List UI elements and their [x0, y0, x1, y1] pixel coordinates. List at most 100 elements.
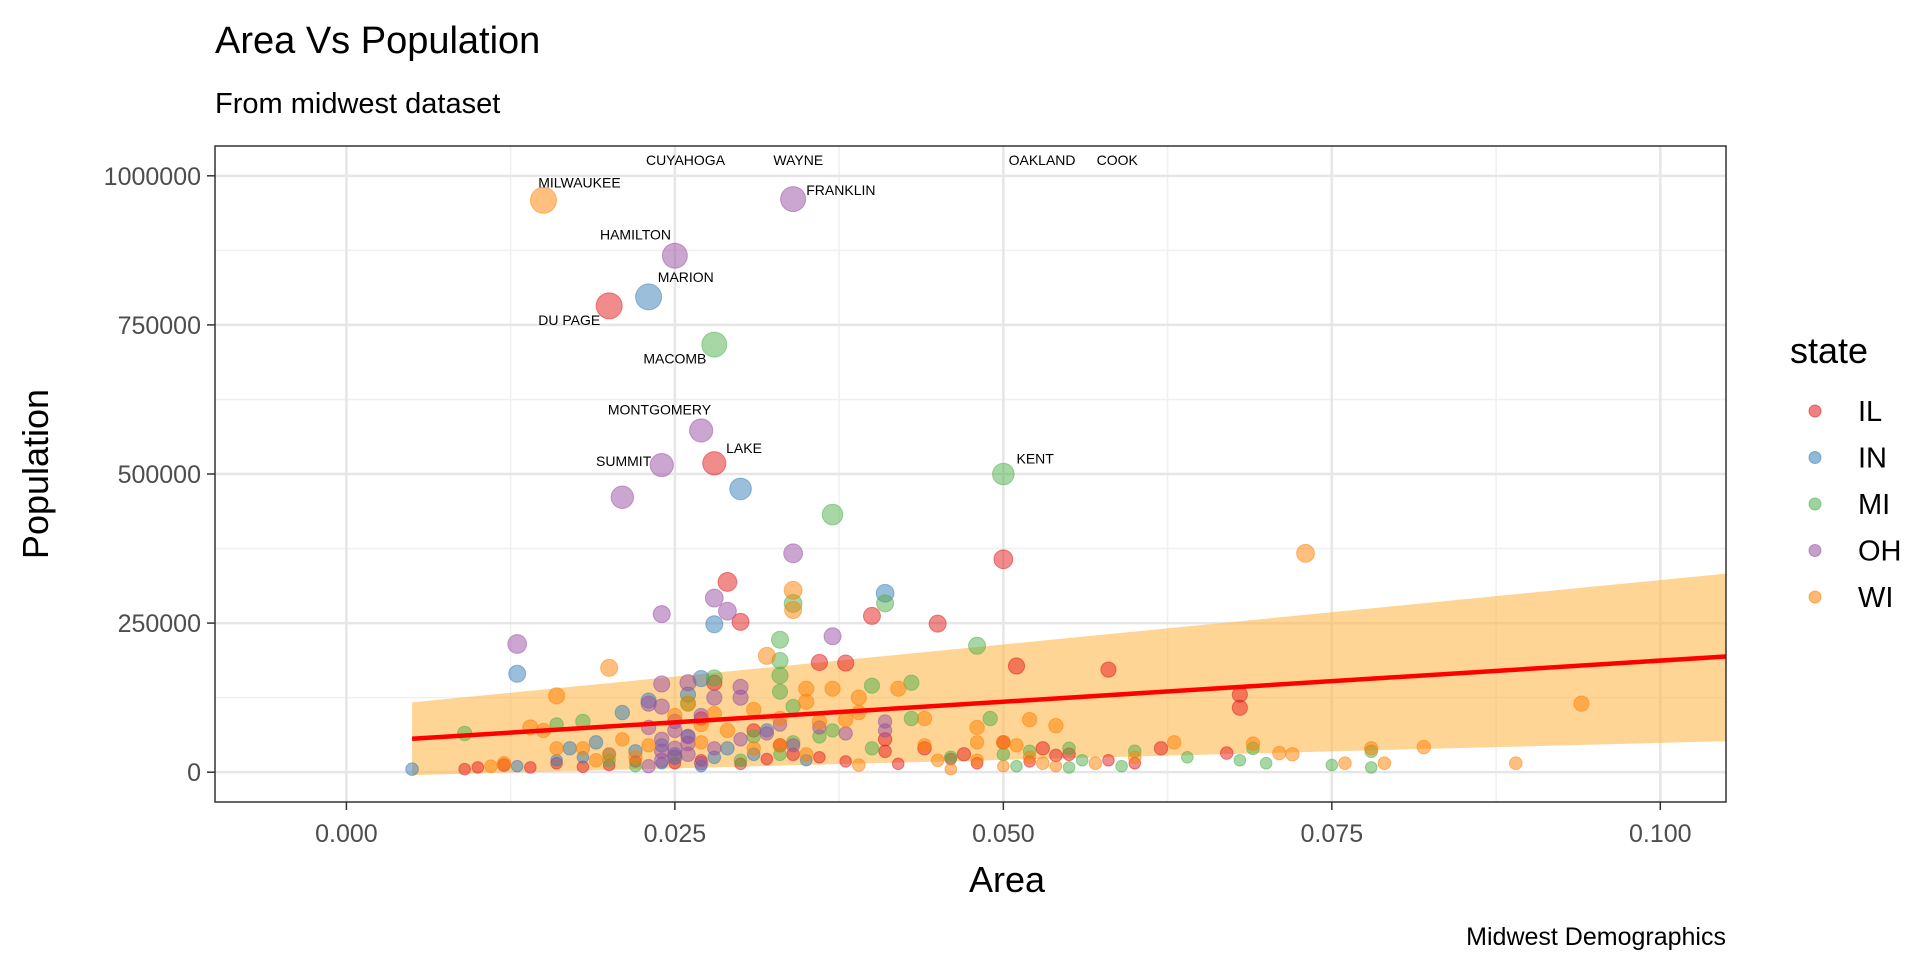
scatter-point-il — [839, 755, 852, 768]
scatter-point-oh — [838, 726, 853, 741]
scatter-point-oh — [652, 605, 671, 624]
scatter-point-oh — [706, 689, 723, 706]
point-label: COOK — [1097, 152, 1139, 168]
scatter-point-wi — [496, 756, 512, 771]
scatter-point-wi — [783, 580, 803, 600]
scatter-point-oh — [759, 726, 775, 741]
legend-key-in — [1808, 451, 1822, 464]
scatter-point-wi — [484, 759, 498, 774]
scatter-point-wi — [1049, 759, 1063, 773]
scatter-point-il — [810, 653, 829, 672]
scatter-point-il — [717, 572, 738, 592]
scatter-point-oh — [654, 752, 670, 768]
chart-title: Area Vs Population — [215, 20, 540, 62]
scatter-point-il — [1102, 753, 1115, 767]
scatter-point-il — [1219, 746, 1234, 760]
point-label: FRANKLIN — [806, 182, 875, 198]
scatter-point-wi — [641, 738, 656, 753]
scatter-point-il — [471, 761, 485, 774]
scatter-point-mi — [1010, 759, 1023, 773]
scatter-point-oh — [704, 588, 724, 608]
scatter-point-mi — [876, 594, 895, 613]
legend-title: state — [1790, 330, 1868, 371]
scatter-point-oh — [661, 242, 688, 269]
y-tick-label: 0 — [187, 759, 201, 787]
scatter-point-wi — [601, 747, 617, 762]
scatter-point-oh — [693, 756, 709, 771]
scatter-point-wi — [970, 753, 984, 768]
legend-label-in: IN — [1858, 443, 1887, 475]
scatter-point-wi — [1088, 756, 1103, 771]
scatter-point-wi — [1245, 736, 1261, 751]
scatter-point-wi — [1338, 756, 1352, 771]
scatter-point-il — [878, 744, 892, 759]
scatter-point-il — [837, 654, 855, 672]
scatter-point-wi — [1377, 756, 1392, 771]
point-label: WAYNE — [773, 152, 823, 168]
scatter-point-wi — [757, 646, 776, 665]
point-label: KENT — [1016, 450, 1054, 466]
legend-key-wi — [1808, 590, 1822, 604]
chart-caption: Midwest Demographics — [1466, 923, 1726, 951]
scatter-point-mi — [701, 331, 728, 358]
scatter-point-wi — [772, 738, 788, 753]
scatter-point-mi — [992, 462, 1015, 486]
scatter-point-mi — [968, 636, 987, 655]
scatter-point-oh — [649, 452, 674, 478]
scatter-point-mi — [982, 710, 998, 727]
scatter-point-mi — [1115, 759, 1128, 773]
scatter-point-wi — [969, 735, 985, 750]
scatter-point-oh — [641, 759, 656, 774]
scatter-point-mi — [771, 683, 789, 700]
scatter-point-mi — [864, 741, 880, 756]
scatter-point-wi — [746, 701, 762, 718]
legend-label-oh: OH — [1858, 536, 1902, 568]
scatter-point-wi — [628, 750, 643, 765]
regression-line — [411, 654, 1727, 742]
scatter-point-in — [588, 735, 604, 750]
point-label: CUYAHOGA — [646, 152, 726, 168]
legend: state IL IN MI OH WI — [1790, 330, 1902, 614]
scatter-point-il — [524, 761, 537, 774]
points-layer — [405, 186, 1590, 777]
scatter-point-oh — [689, 418, 714, 443]
scatter-point-mi — [1233, 753, 1247, 767]
scatter-point-in — [635, 283, 663, 311]
point-label: MONTGOMERY — [608, 401, 712, 417]
scatter-point-oh — [780, 186, 807, 213]
scatter-point-in — [720, 741, 735, 756]
scatter-point-in — [729, 477, 752, 501]
point-label: HAMILTON — [600, 227, 671, 243]
scatter-point-wi — [575, 741, 591, 756]
scatter-point-il — [891, 757, 905, 771]
scatter-point-wi — [746, 741, 761, 756]
scatter-point-wi — [588, 753, 604, 768]
x-tick-label: 0.025 — [644, 820, 707, 848]
scatter-point-mi — [1180, 750, 1194, 764]
scatter-point-in — [510, 759, 524, 773]
scatter-point-wi — [850, 689, 867, 706]
scatter-point-oh — [823, 627, 842, 646]
scatter-point-mi — [825, 723, 840, 738]
scatter-point-wi — [548, 687, 566, 705]
scatter-point-wi — [997, 759, 1010, 773]
scatter-point-mi — [903, 674, 920, 691]
scatter-point-wi — [1272, 745, 1287, 761]
scatter-point-wi — [1021, 712, 1038, 728]
scatter-point-mi — [863, 677, 881, 694]
scatter-point-wi — [852, 758, 866, 772]
scatter-point-wi — [719, 722, 736, 739]
scatter-point-mi — [1259, 756, 1273, 770]
scatter-point-il — [760, 752, 774, 766]
scatter-point-mi — [1325, 758, 1339, 772]
scatter-point-mi — [1062, 761, 1076, 774]
scatter-point-wi — [1285, 747, 1300, 762]
point-label: SUMMIT — [596, 453, 652, 469]
scatter-point-wi — [1296, 543, 1315, 563]
y-axis-title: Population — [15, 389, 56, 559]
scatter-point-mi — [996, 747, 1011, 762]
trend-line-layer — [411, 654, 1727, 742]
scatter-point-wi — [917, 738, 932, 753]
scatter-point-mi — [705, 669, 723, 687]
x-axis-title: Area — [969, 859, 1046, 900]
